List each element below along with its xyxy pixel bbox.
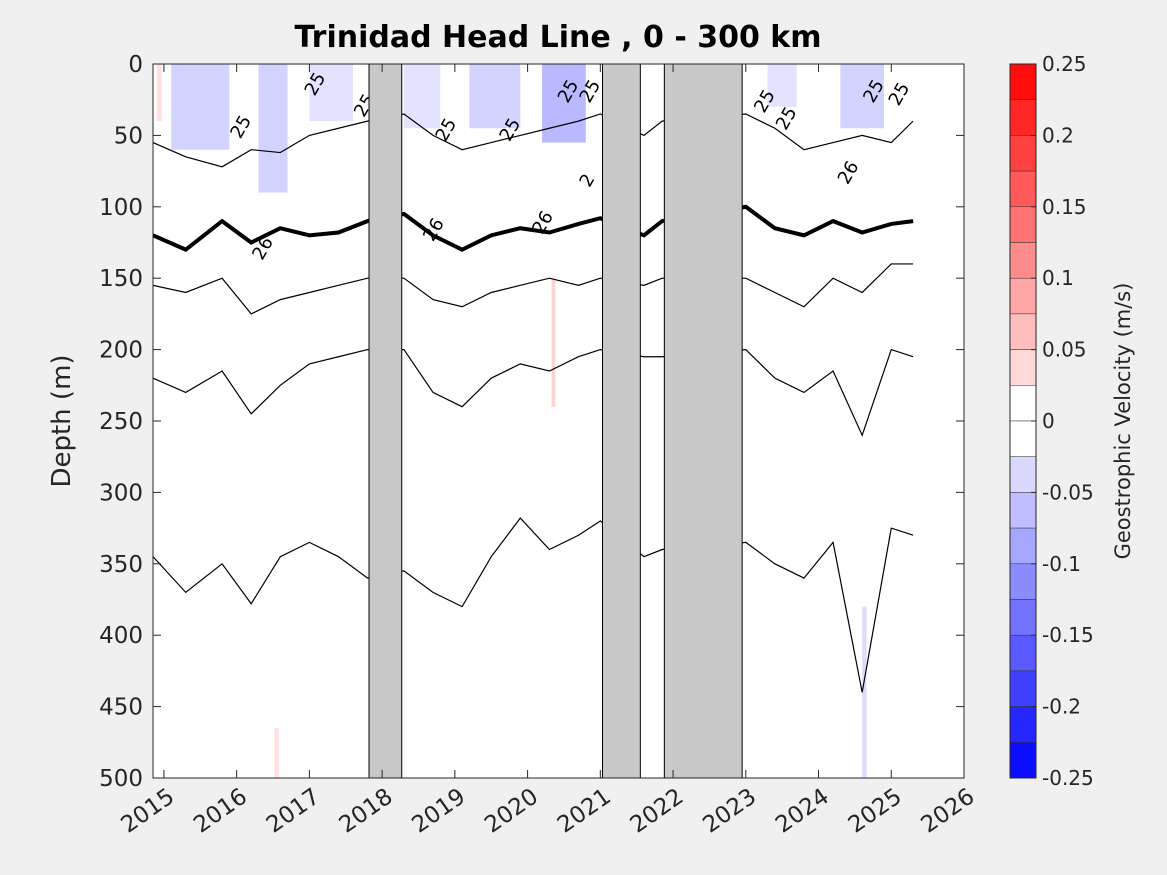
velocity-patch (551, 278, 556, 407)
colorbar-swatch (1009, 99, 1037, 136)
velocity-patch (469, 64, 521, 129)
velocity-patch (862, 606, 867, 778)
y-tick-label: 100 (99, 195, 143, 221)
velocity-patch (258, 64, 288, 193)
y-axis-label: Depth (m) (47, 354, 77, 487)
colorbar-label: Geostrophic Velocity (m/s) (1111, 283, 1135, 560)
colorbar-swatch (1009, 527, 1037, 565)
velocity-patch (156, 64, 162, 122)
y-tick-label: 200 (99, 338, 143, 364)
isopycnal-line (153, 113, 914, 168)
velocity-patch (309, 64, 354, 122)
colorbar-swatch (1009, 456, 1037, 493)
colorbar: 0.25 0.2 0.15 0.1 0.05 0 -0.05 -0.1 -0.15 -0.2 -0.… (1009, 52, 1094, 790)
colorbar-swatch (1009, 313, 1037, 350)
colorbar-tick-label: -0.2 (1042, 695, 1081, 719)
colorbar-swatch (1009, 563, 1037, 600)
data-gap-bar (368, 64, 403, 778)
y-tick-label: 500 (99, 766, 143, 792)
colorbar-tick-label: 0.15 (1042, 195, 1087, 219)
colorbar-tick-label: -0.05 (1042, 480, 1094, 504)
isopycnal-line (153, 348, 914, 437)
colorbar-swatch (1009, 63, 1037, 100)
colorbar-tick-label: 0 (1042, 409, 1055, 433)
colorbar-swatch (1009, 277, 1037, 315)
colorbar-tick-label: -0.15 (1042, 623, 1094, 647)
colorbar-tick-label: -0.25 (1042, 766, 1094, 790)
colorbar-tick-label: -0.1 (1042, 552, 1081, 576)
velocity-patch (767, 64, 797, 107)
colorbar-swatch (1009, 742, 1037, 779)
isopycnal-line (153, 517, 914, 693)
colorbar-swatch (1009, 349, 1037, 386)
isopycnal-line (153, 263, 914, 315)
velocity-patch (840, 64, 884, 129)
colorbar-tick-label: 0.05 (1042, 338, 1087, 362)
data-gap-bar (663, 64, 743, 778)
velocity-patch (274, 728, 279, 778)
colorbar-swatch (1009, 634, 1037, 672)
y-tick-label: 400 (99, 623, 143, 649)
isopycnal-line (153, 204, 914, 252)
colorbar-swatch (1009, 170, 1037, 208)
colorbar-swatch (1009, 206, 1037, 243)
colorbar-tick-label: 0.25 (1042, 52, 1087, 76)
y-tick-label: 450 (99, 695, 143, 721)
colorbar-swatch (1009, 420, 1037, 457)
colorbar-swatch (1009, 242, 1037, 279)
y-tick-label: 350 (99, 552, 143, 578)
chart-title: Trinidad Head Line , 0 - 300 km (294, 20, 821, 55)
velocity-patch (542, 64, 586, 143)
y-tick-label: 300 (99, 480, 143, 506)
colorbar-tick-label: 0.1 (1042, 266, 1074, 290)
y-tick-label: 50 (114, 123, 143, 149)
colorbar-swatch (1009, 492, 1037, 529)
plot-background (153, 64, 964, 778)
colorbar-tick-label: 0.2 (1042, 123, 1074, 147)
colorbar-swatch (1009, 599, 1037, 636)
colorbar-swatch (1009, 385, 1037, 422)
y-tick-label: 0 (128, 52, 143, 78)
velocity-patch (403, 64, 441, 129)
data-gap-bar (602, 64, 641, 778)
y-tick-label: 250 (99, 409, 143, 435)
colorbar-swatch (1009, 135, 1037, 172)
y-tick-label: 150 (99, 266, 143, 292)
colorbar-swatch (1009, 670, 1037, 707)
colorbar-swatch (1009, 706, 1037, 743)
velocity-patch (171, 64, 230, 150)
